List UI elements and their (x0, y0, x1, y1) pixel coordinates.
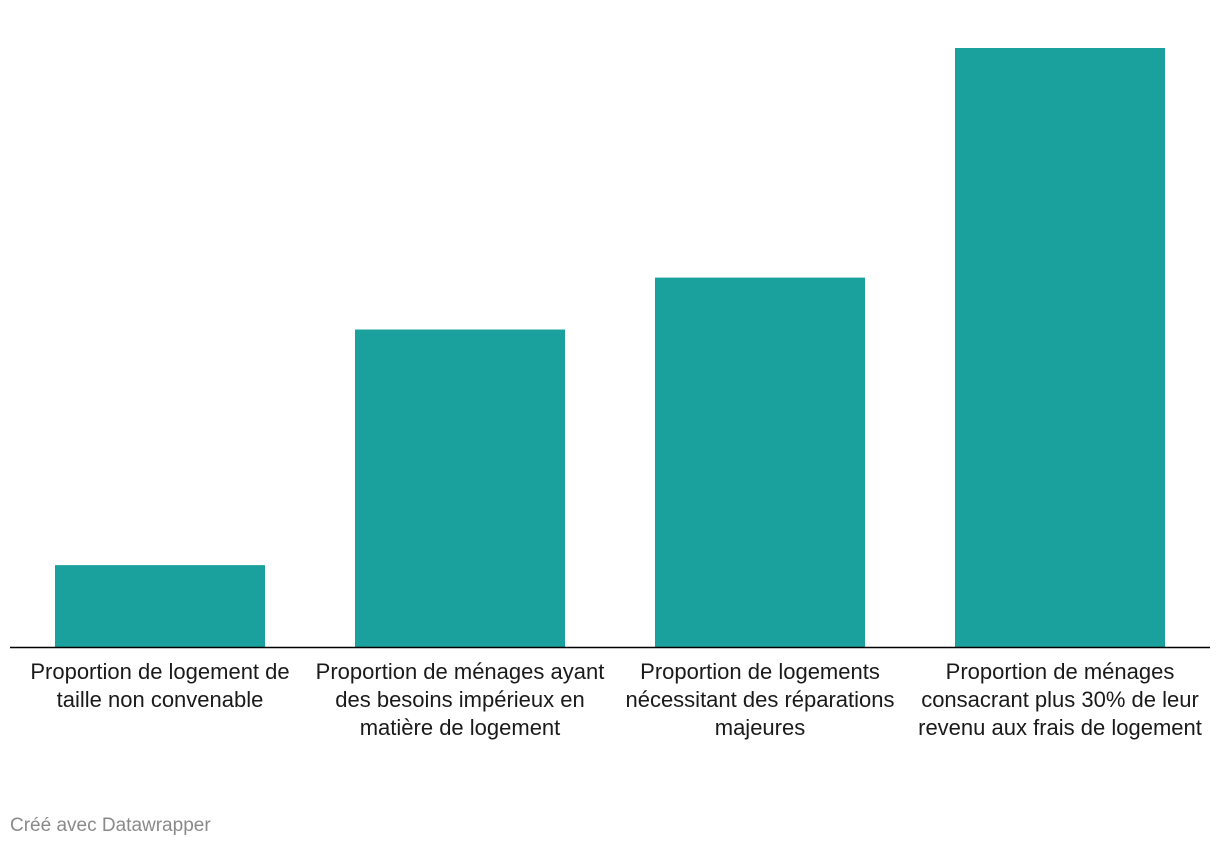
category-label-2: Proportion de ménages ayant des besoins … (315, 659, 605, 740)
category-label-1: Proportion de logement de taille non con… (30, 659, 290, 712)
bar-1 (55, 565, 265, 647)
category-label-3: Proportion de logements nécessitant des … (625, 659, 895, 740)
bar-2 (355, 329, 565, 647)
category-label-4: Proportion de ménages consacrant plus 30… (918, 659, 1202, 740)
credit-footer: Créé avec Datawrapper (10, 815, 211, 836)
bar-3 (655, 277, 865, 647)
bar-4 (955, 48, 1165, 647)
